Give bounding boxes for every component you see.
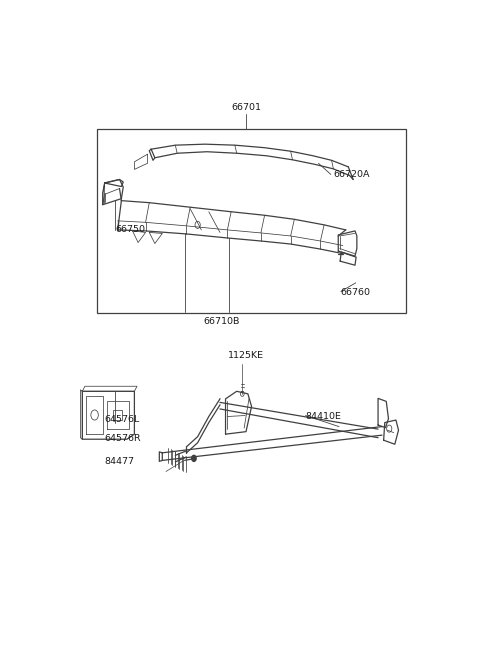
Bar [97,129,406,313]
Text: 84477: 84477 [104,457,134,466]
Text: 66750: 66750 [115,225,145,234]
Text: 66710B: 66710B [204,316,240,326]
Circle shape [192,455,196,461]
Text: 64576L: 64576L [105,415,140,424]
Text: 66760: 66760 [341,288,371,297]
Text: 66720A: 66720A [334,170,370,179]
Text: 66701: 66701 [231,103,261,113]
Text: 84410E: 84410E [305,412,341,421]
Text: 1125KE: 1125KE [228,351,264,360]
Text: 64576R: 64576R [105,434,141,443]
